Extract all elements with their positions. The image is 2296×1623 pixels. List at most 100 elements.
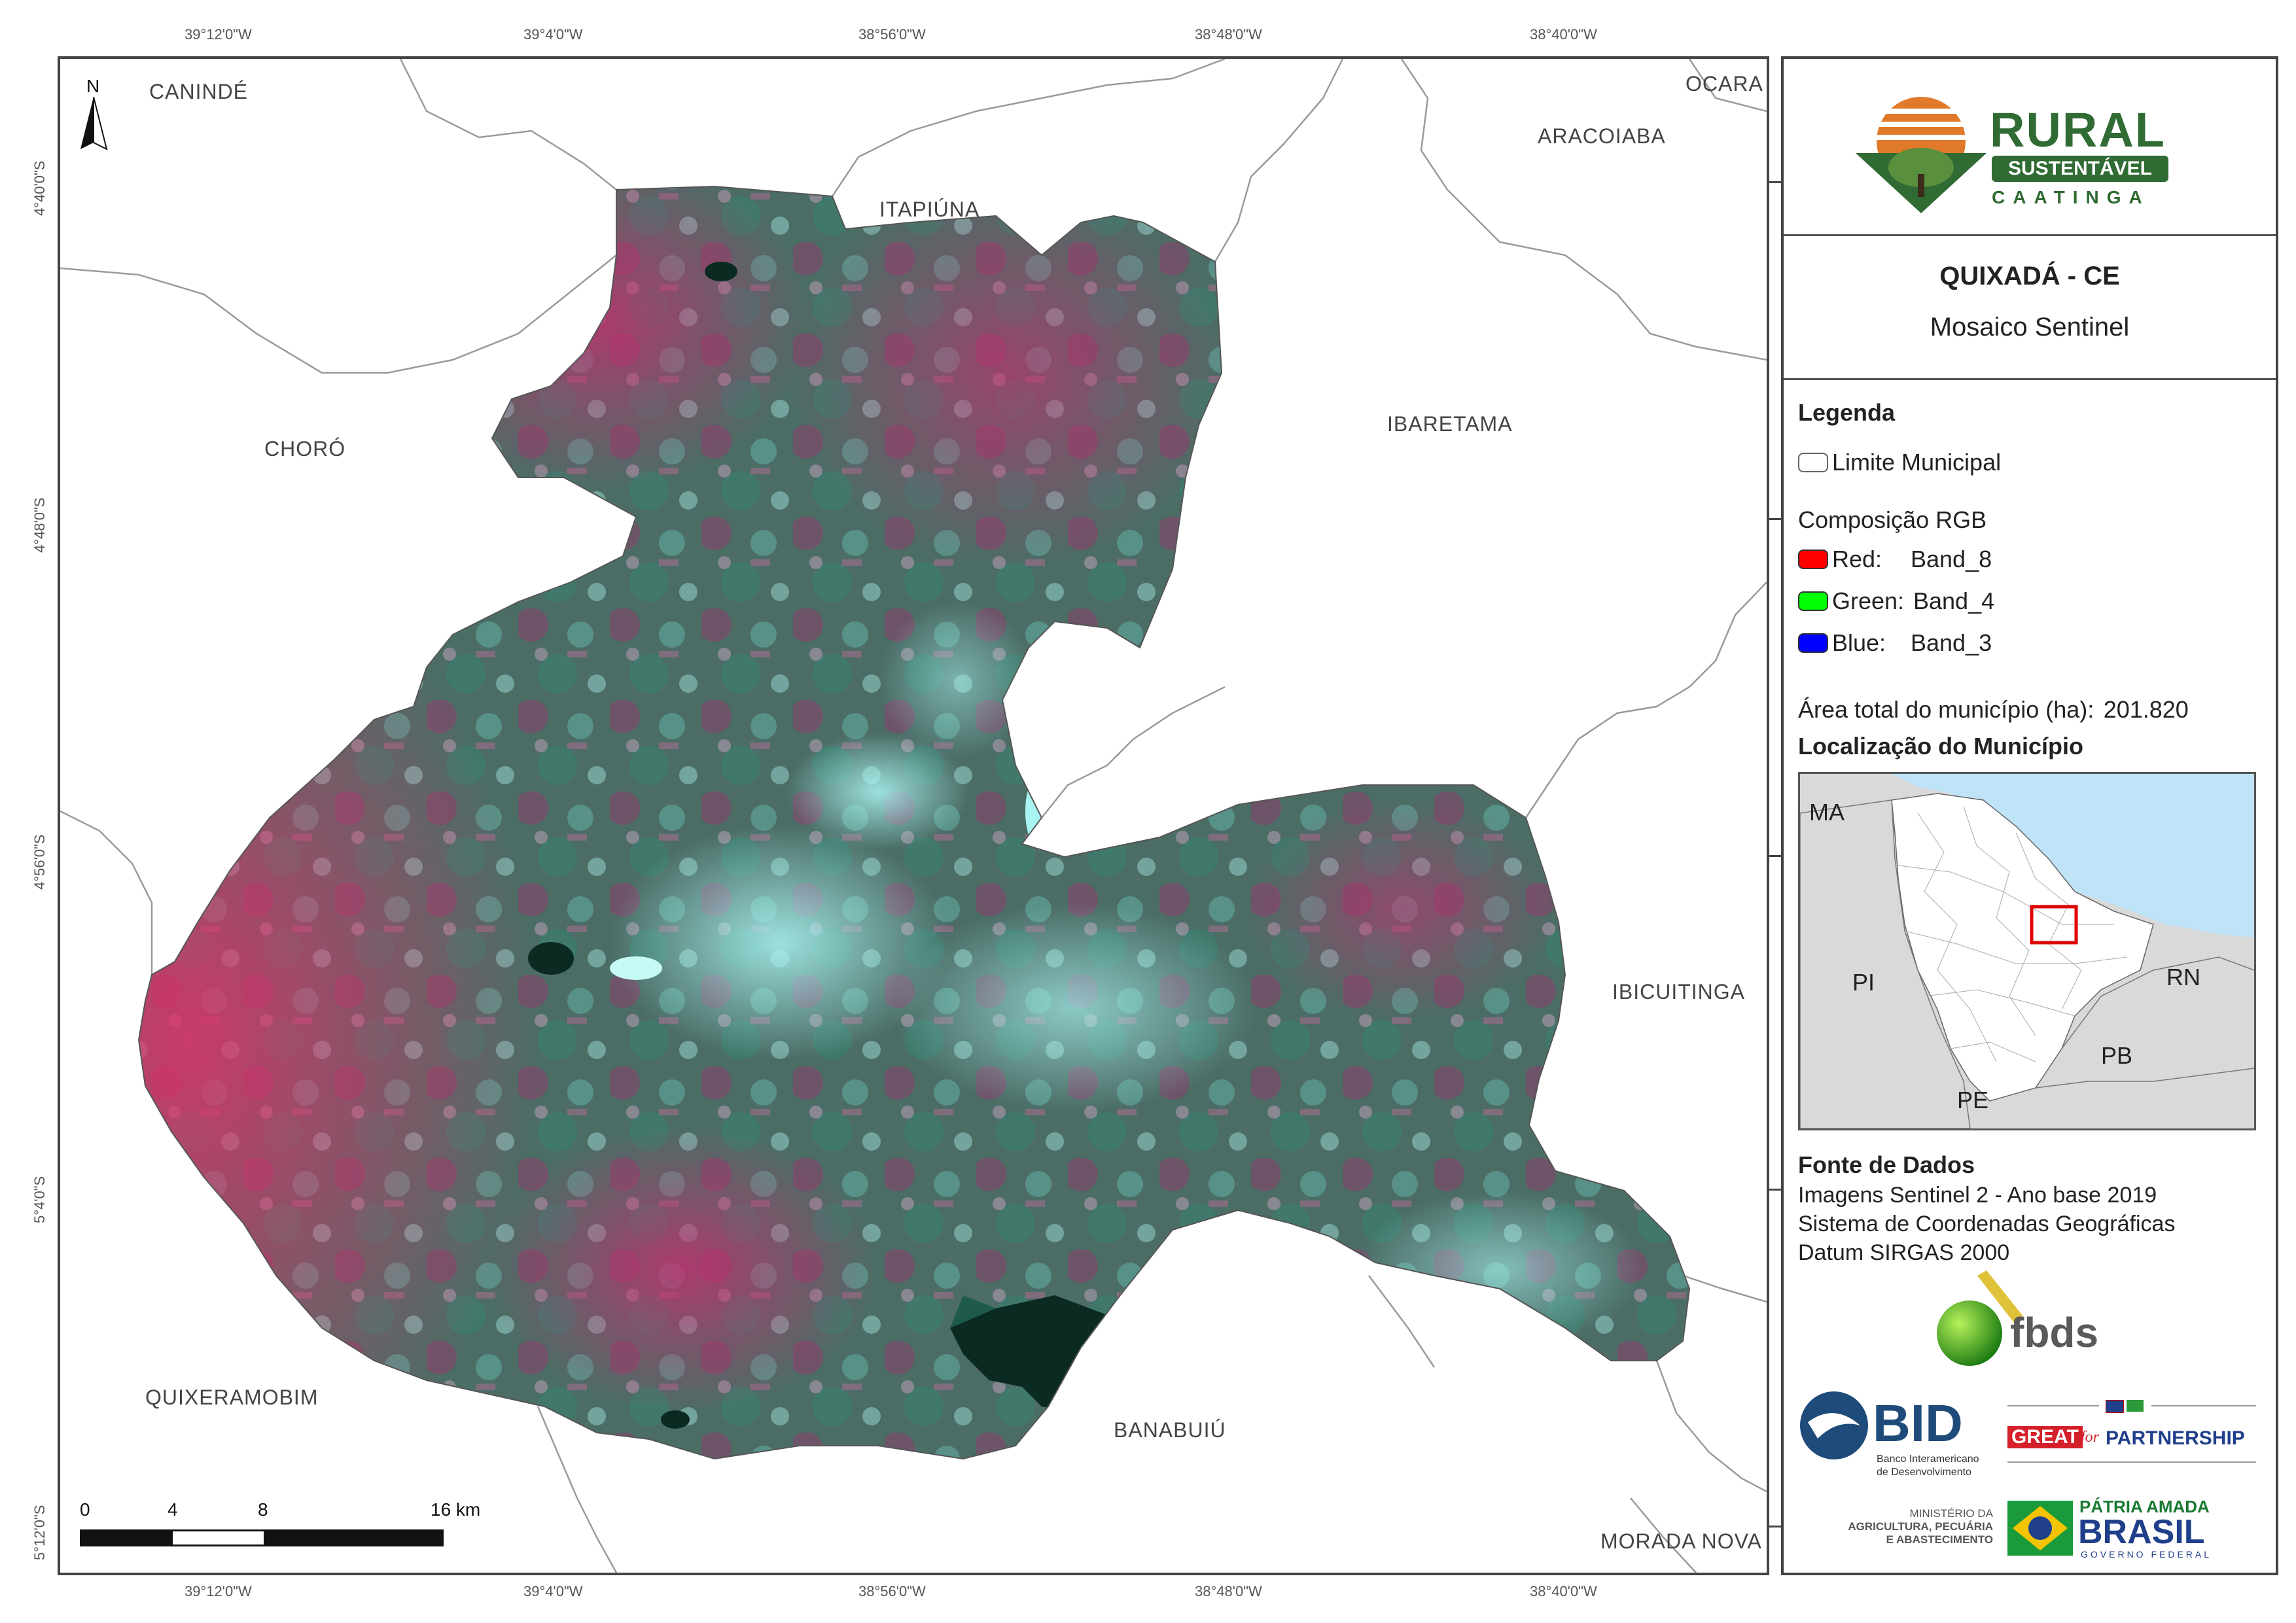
north-arrow-icon [80,97,108,150]
label-itapiuna: ITAPIÚNA [879,198,980,221]
locator-label-rn: RN [2166,964,2200,990]
green-swatch [1798,591,1828,611]
locator-map: MA PI RN PB PE [1798,772,2256,1130]
legend-band-green: Green: Band_4 [1798,587,1994,615]
legend-blue-channel: Blue: [1832,629,1886,656]
north-label: N [86,76,100,96]
legend-rgb-heading: Composição RGB [1798,506,1987,533]
brasil-gov-logo: PÁTRIA AMADA BRASIL GOVERNO FEDERAL [2007,1497,2269,1562]
legend-red-channel: Red: [1832,546,1882,572]
coord-top-1: 39°12'0"W [185,26,252,43]
legend-red-band: Band_8 [1911,546,1992,572]
locator-label-pi: PI [1852,969,1875,996]
locator-label-pb: PB [2101,1042,2133,1069]
flag-brazil-icon [2127,1400,2144,1412]
partnership-text: PARTNERSHIP [2106,1427,2245,1449]
label-banabuiu: BANABUIÚ [1114,1418,1226,1442]
label-aracoiaba: ARACOIABA [1538,124,1666,148]
coord-bottom-4: 38°48'0"W [1195,1583,1262,1599]
map-canvas [60,59,1767,1573]
area-label: Área total do município (ha): [1798,696,2094,723]
bid-logo: BID Banco Interamericano de Desenvolvime… [1798,1389,1994,1488]
coord-top-3: 38°56'0"W [858,26,926,43]
coord-top-4: 38°48'0"W [1195,26,1262,43]
source-line-2: Sistema de Coordenadas Geográficas [1798,1212,2176,1236]
map-frame[interactable]: CANINDÉ ITAPIÚNA OCARA ARACOIABA CHORÓ I… [58,56,1769,1575]
scale-label-8: 8 [258,1499,268,1520]
label-morada-nova: MORADA NOVA [1600,1529,1762,1553]
coord-bottom-1: 39°12'0"W [185,1583,252,1599]
area-row: Área total do município (ha): 201.820 [1798,696,2189,724]
logo-caatinga-text: CAATINGA [1992,187,2150,207]
page-subtitle: Mosaico Sentinel [1930,313,2130,341]
great-text: GREAT [2007,1426,2083,1448]
scale-label-0: 0 [80,1499,90,1520]
governo-text: GOVERNO FEDERAL [2081,1549,2212,1560]
ministerio-line-1: MINISTÉRIO DA [1909,1507,1993,1520]
legend-limit-row: Limite Municipal [1798,449,2001,476]
red-swatch [1798,550,1828,569]
fbds-logo: fbds [1932,1270,2102,1369]
coord-left-1: 4°40'0"S [31,160,48,216]
rural-logo-emblem [1856,97,1987,213]
bid-text: BID [1873,1394,1963,1452]
blue-swatch [1798,633,1828,653]
bid-sub-2: de Desenvolvimento [1877,1467,1971,1478]
scale-bar-graphic [80,1529,444,1546]
brasil-text: BRASIL [2078,1513,2205,1551]
coord-top-5: 38°40'0"W [1530,26,1597,43]
area-value: 201.820 [2103,696,2189,723]
ministerio-line-3: E ABASTECIMENTO [1886,1533,1993,1546]
legend-green-band: Band_4 [1913,587,1995,614]
legend-band-red: Red: Band_8 [1798,546,1992,573]
patria-text: PÁTRIA AMADA [2079,1497,2210,1516]
locator-label-ma: MA [1809,799,1845,826]
north-arrow: N [77,76,110,154]
page-title: QUIXADÁ - CE [1939,262,2120,290]
location-heading: Localização do Município [1798,733,2084,759]
logo-rural-text: RURAL [1990,103,2166,157]
label-quixeramobim: QUIXERAMOBIM [145,1386,319,1409]
scale-label-16: 16 km [431,1499,481,1520]
logo-sustentavel-text: SUSTENTÁVEL [1992,156,2168,182]
label-caninde: CANINDÉ [149,80,249,103]
limit-swatch [1798,453,1828,472]
scale-label-4: 4 [168,1499,178,1520]
great-partnership-logo: GREAT for PARTNERSHIP [2007,1400,2269,1472]
source-line-3: Datum SIRGAS 2000 [1798,1240,2010,1265]
fbds-emblem [1937,1270,2023,1366]
coord-left-3: 4°56'0"S [31,834,48,890]
coord-bottom-3: 38°56'0"W [858,1583,926,1599]
flag-uk-icon [2106,1400,2124,1413]
rural-sustentavel-logo: RURAL SUSTENTÁVEL CAATINGA [1856,96,2209,226]
legend-blue-band: Band_3 [1911,629,1992,656]
label-ibaretama: IBARETAMA [1387,412,1513,436]
legend-heading: Legenda [1798,399,1896,426]
label-ocara: OCARA [1686,72,1763,96]
coord-bottom-5: 38°40'0"W [1530,1583,1597,1599]
brasil-flag-icon [2007,1501,2073,1556]
scale-bar: 0 4 8 16 km [73,1499,480,1552]
ministerio-logo: MINISTÉRIO DA AGRICULTURA, PECUÁRIA E AB… [1816,1507,1993,1560]
coord-top-2: 39°4'0"W [523,26,583,43]
coord-left-5: 5°12'0"S [31,1505,48,1560]
ministerio-line-2: AGRICULTURA, PECUÁRIA [1848,1520,1993,1533]
locator-label-pe: PE [1957,1087,1989,1113]
legend-band-blue: Blue: Band_3 [1798,629,1992,657]
label-choro: CHORÓ [264,437,346,461]
locator-map-graphic [1800,774,2254,1128]
coord-bottom-2: 39°4'0"W [523,1583,583,1599]
legend-limit-label: Limite Municipal [1832,449,2002,476]
source-heading: Fonte de Dados [1798,1151,1975,1178]
municipal-boundaries [60,59,1767,1573]
fbds-text: fbds [2010,1309,2099,1356]
source-line-1: Imagens Sentinel 2 - Ano base 2019 [1798,1183,2157,1208]
info-panel: RURAL SUSTENTÁVEL CAATINGA QUIXADÁ - CE … [1781,56,2278,1575]
bid-emblem [1800,1391,1868,1459]
coord-left-4: 5°4'0"S [31,1176,48,1223]
coord-left-2: 4°48'0"S [31,497,48,553]
label-ibicuitinga: IBICUITINGA [1612,980,1746,1003]
legend-green-channel: Green: [1832,587,1905,614]
sentinel-mosaic [139,186,1689,1459]
bid-sub-1: Banco Interamericano [1877,1454,1979,1465]
